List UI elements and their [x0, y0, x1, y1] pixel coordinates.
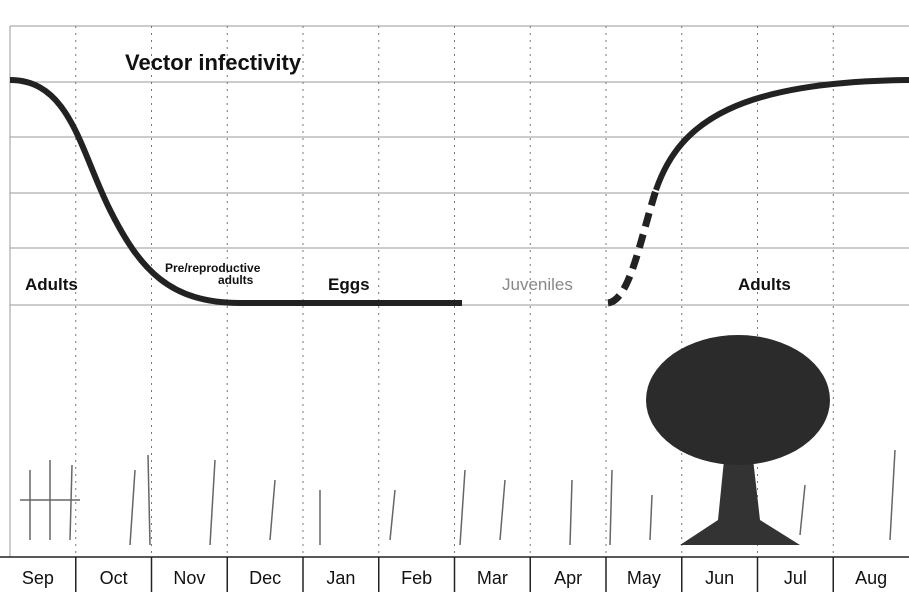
diagram: Vector infectivity Adults Pre/reproducti… [0, 0, 909, 592]
month-label: Jun [705, 568, 734, 588]
month-dividers [76, 26, 834, 557]
month-label: Oct [100, 568, 128, 588]
month-label: May [627, 568, 661, 588]
stage-label: Adults [25, 275, 78, 294]
uncertain-segment [608, 190, 656, 303]
month-label: Jul [784, 568, 807, 588]
month-label: Sep [22, 568, 54, 588]
stage-label: Juveniles [502, 275, 573, 294]
infectivity-curve-rise [656, 80, 909, 190]
stage-label: Eggs [328, 275, 370, 294]
title: Vector infectivity [125, 50, 302, 75]
page: {"title": "Vector infectivity", "stages"… [0, 0, 909, 597]
month-label: Mar [477, 568, 508, 588]
month-label: Apr [554, 568, 582, 588]
stage-label: adults [218, 273, 254, 287]
month-label: Jan [326, 568, 355, 588]
stage-label: Adults [738, 275, 791, 294]
month-label: Dec [249, 568, 281, 588]
month-label: Aug [855, 568, 887, 588]
month-axis: Sep Oct Nov Dec Jan Feb Mar Apr May Jun Jul Aug [0, 557, 909, 592]
month-label: Nov [173, 568, 205, 588]
month-label: Feb [401, 568, 432, 588]
